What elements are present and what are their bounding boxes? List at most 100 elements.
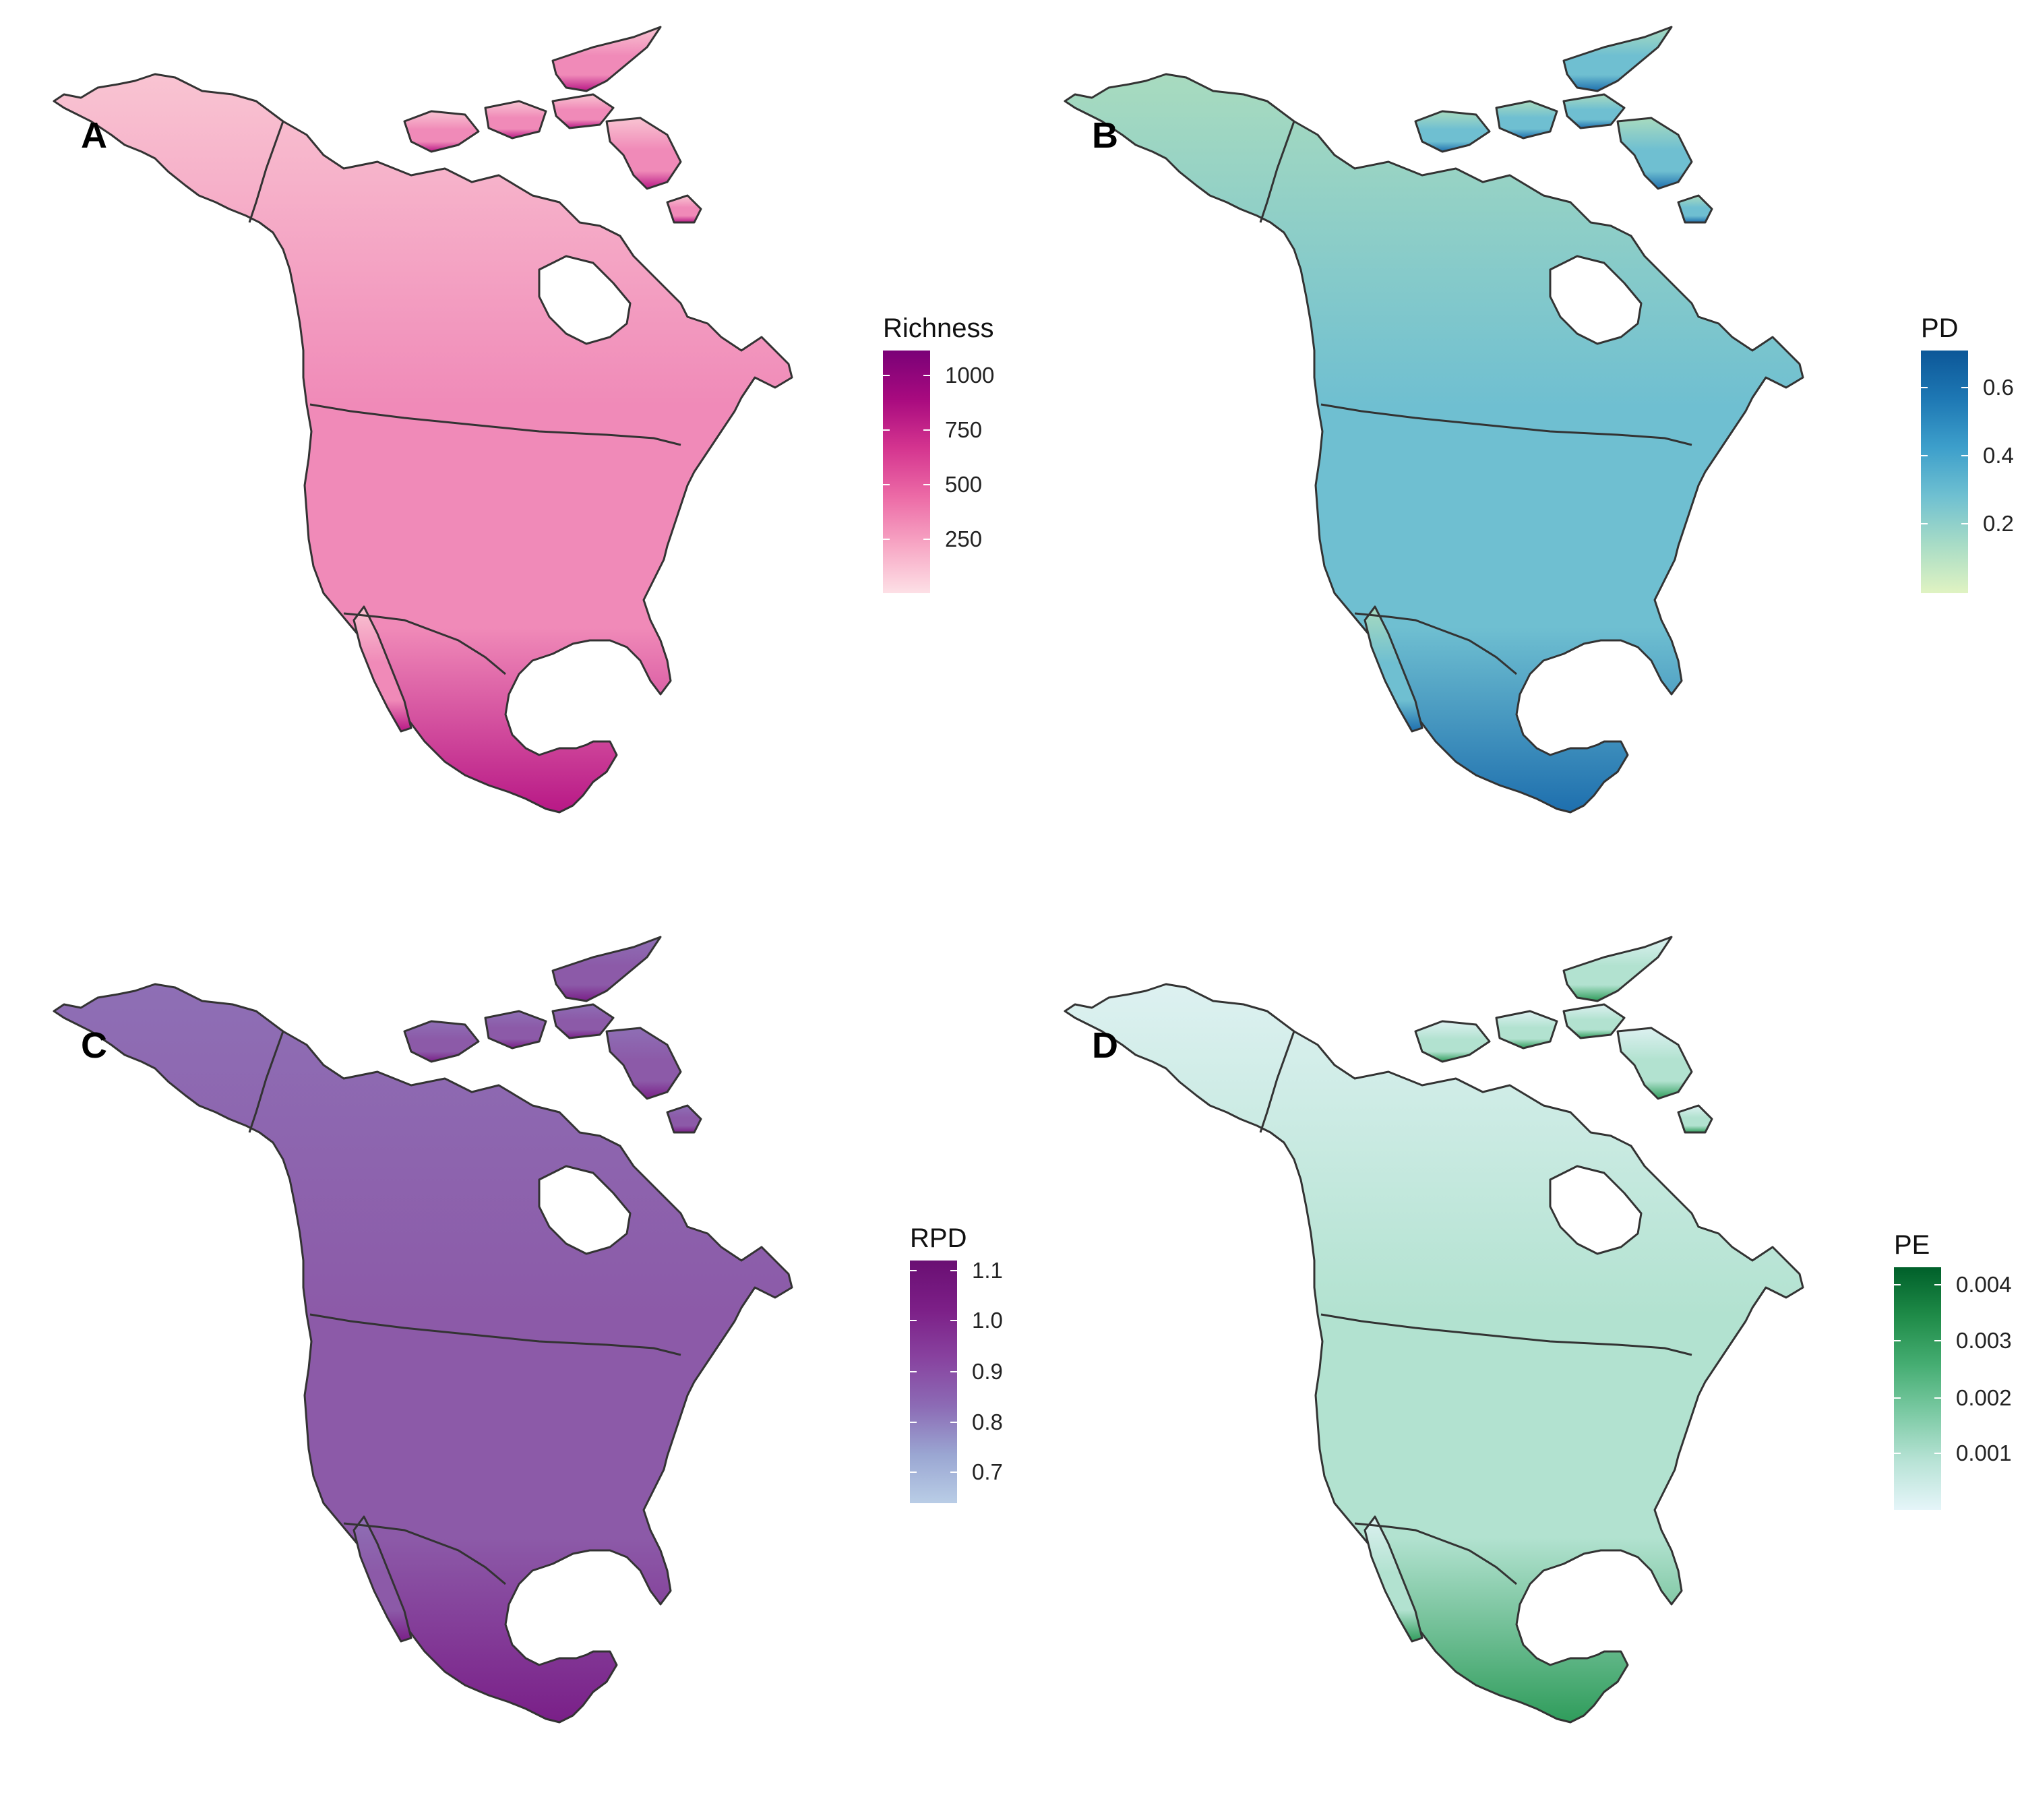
arctic-island: [1562, 1003, 1626, 1039]
arctic-island: [551, 1003, 615, 1039]
tick-mark-left: [1921, 387, 1928, 388]
legend-tick-label: 0.004: [1956, 1272, 2012, 1298]
arctic-island: [666, 194, 702, 224]
border-alaska: [1259, 1031, 1295, 1133]
baja-peninsula: [1364, 1515, 1423, 1643]
arctic-island: [551, 93, 615, 129]
arctic-island: [1495, 100, 1558, 140]
arctic-island: [1414, 1020, 1491, 1063]
tick-mark-right: [1934, 1453, 1941, 1455]
tick-mark-left: [1894, 1340, 1901, 1341]
arctic-island: [1414, 110, 1491, 153]
tick-mark-right: [1961, 387, 1968, 388]
panel-letter: D: [1092, 1025, 1118, 1066]
panel-letter: C: [81, 1025, 107, 1066]
tick-mark-left: [883, 539, 890, 540]
legend-colorbar: [1894, 1267, 1941, 1510]
tick-mark-right: [1934, 1397, 1941, 1399]
arctic-island: [1677, 1104, 1713, 1134]
legend-title: Richness: [883, 313, 994, 343]
arctic-island: [403, 1020, 480, 1063]
hudson-bay: [538, 255, 632, 345]
tick-mark-left: [910, 1320, 917, 1322]
tick-mark-right: [1934, 1284, 1941, 1286]
legend-tick-label: 0.8: [972, 1409, 1003, 1435]
legend-tick-label: 0.6: [1983, 375, 2014, 400]
tick-mark-right: [950, 1270, 957, 1272]
legend-colorbar: [883, 351, 930, 593]
tick-mark-right: [950, 1320, 957, 1322]
arctic-island: [1562, 26, 1673, 92]
legend-tick-label: 1000: [945, 363, 995, 388]
tick-mark-right: [1934, 1340, 1941, 1341]
legend-tick-label: 1.1: [972, 1258, 1003, 1283]
arctic-island: [1562, 936, 1673, 1002]
map-panel-c: C: [0, 910, 1011, 1820]
panel-letter: B: [1092, 115, 1118, 156]
tick-mark-left: [910, 1370, 917, 1372]
legend-tick-label: 0.003: [1956, 1328, 2012, 1353]
arctic-island: [1616, 117, 1693, 190]
tick-mark-left: [1894, 1284, 1901, 1286]
hudson-bay: [1549, 255, 1643, 345]
tick-mark-right: [950, 1422, 957, 1424]
legend-title: PE: [1894, 1230, 1930, 1260]
tick-mark-right: [923, 375, 930, 376]
baja-peninsula: [353, 605, 412, 733]
mainland-region: [1064, 983, 1804, 1724]
arctic-island: [551, 936, 662, 1002]
arctic-island: [484, 100, 547, 140]
border-us-mexico: [343, 1522, 506, 1585]
legend-title: PD: [1921, 313, 1959, 343]
legend-tick-label: 0.9: [972, 1358, 1003, 1384]
tick-mark-left: [1894, 1453, 1901, 1455]
arctic-island: [1616, 1027, 1693, 1100]
tick-mark-left: [1894, 1397, 1901, 1399]
arctic-island: [1495, 1010, 1558, 1050]
tick-mark-left: [910, 1270, 917, 1272]
hudson-bay: [538, 1165, 632, 1255]
tick-mark-left: [883, 429, 890, 431]
legend-colorbar: [910, 1261, 957, 1503]
map-panel-d: D: [1011, 910, 2022, 1820]
arctic-island: [605, 1027, 682, 1100]
north-america-map: [53, 26, 793, 814]
tick-mark-left: [910, 1422, 917, 1424]
arctic-island: [403, 110, 480, 153]
arctic-island: [605, 117, 682, 190]
tick-mark-left: [1921, 454, 1928, 456]
tick-mark-right: [923, 484, 930, 485]
border-us-mexico: [1354, 612, 1517, 675]
mainland-region: [53, 73, 793, 814]
mainland-region: [53, 983, 793, 1724]
hudson-bay: [1549, 1165, 1643, 1255]
tick-mark-left: [910, 1472, 917, 1474]
legend-tick-label: 0.002: [1956, 1385, 2012, 1410]
border-alaska: [1259, 121, 1295, 223]
arctic-island: [666, 1104, 702, 1134]
border-alaska: [248, 1031, 284, 1133]
legend-tick-label: 1.0: [972, 1308, 1003, 1333]
legend-title: RPD: [910, 1223, 967, 1253]
mainland-region: [1064, 73, 1804, 814]
legend-tick-label: 0.001: [1956, 1440, 2012, 1466]
tick-mark-left: [883, 484, 890, 485]
border-canada-us: [1320, 1313, 1692, 1356]
tick-mark-right: [950, 1472, 957, 1474]
legend-tick-label: 250: [945, 526, 983, 551]
border-us-mexico: [343, 612, 506, 675]
map-panel-a: A: [0, 0, 1011, 910]
north-america-map: [53, 936, 793, 1724]
tick-mark-right: [1961, 454, 1968, 456]
arctic-island: [1562, 93, 1626, 129]
baja-peninsula: [1364, 605, 1423, 733]
border-alaska: [248, 121, 284, 223]
legend-tick-label: 750: [945, 417, 983, 442]
legend-tick-label: 0.4: [1983, 442, 2014, 468]
tick-mark-left: [1921, 522, 1928, 524]
baja-peninsula: [353, 1515, 412, 1643]
arctic-island: [1677, 194, 1713, 224]
tick-mark-right: [923, 539, 930, 540]
border-us-mexico: [1354, 1522, 1517, 1585]
legend-tick-label: 500: [945, 472, 983, 497]
